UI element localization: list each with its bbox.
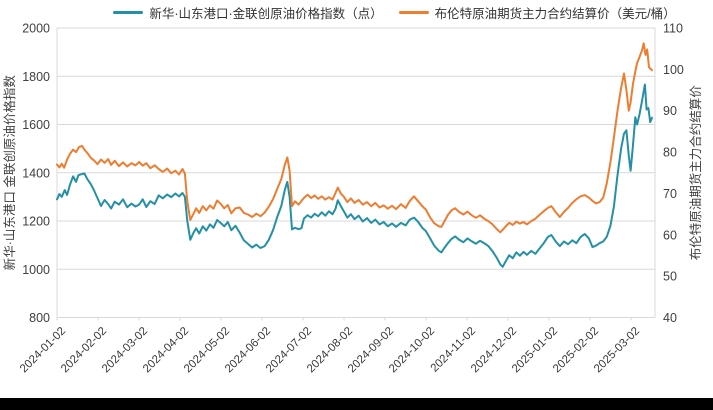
left-axis-tick-label: 1400: [22, 166, 50, 180]
left-axis-tick-label: 1000: [22, 263, 50, 277]
legend-item-index[interactable]: 新华·山东港口·金联创原油价格指数（点）: [113, 3, 383, 22]
right-axis-tick-label: 90: [663, 104, 677, 118]
left-axis-tick-label: 800: [29, 311, 50, 325]
legend-label-index: 新华·山东港口·金联创原油价格指数（点）: [149, 7, 383, 21]
left-axis-tick-label: 1200: [22, 215, 50, 229]
right-axis-tick-label: 110: [663, 22, 683, 36]
left-axis-tick-label: 2000: [22, 22, 50, 36]
bottom-black-bar: [0, 398, 713, 410]
left-axis-tick-label: 1600: [22, 118, 50, 132]
legend-label-brent: 布伦特原油期货主力合约结算价（美元/桶）: [434, 7, 676, 21]
right-axis-tick-label: 70: [663, 187, 677, 201]
right-axis-tick-label: 60: [663, 228, 677, 242]
teal-line-swatch-icon: [113, 10, 144, 15]
orange-line-swatch-icon: [398, 10, 429, 15]
right-axis-tick-label: 100: [663, 63, 684, 77]
right-axis-tick-label: 40: [663, 311, 677, 325]
legend-item-brent[interactable]: 布伦特原油期货主力合约结算价（美元/桶）: [398, 3, 676, 22]
right-axis-title: 布伦特原油期货主力合约结算价: [688, 85, 703, 261]
brent-series-line: [56, 42, 653, 234]
left-axis-title: 新华·山东港口 金联创原油价格指数: [2, 75, 17, 271]
right-axis-tick-label: 50: [663, 270, 677, 284]
left-axis-tick-label: 1800: [22, 70, 50, 84]
index-series-line: [56, 83, 653, 268]
right-axis-tick-label: 80: [663, 146, 677, 160]
chart-legend: 新华·山东港口·金联创原油价格指数（点） 布伦特原油期货主力合约结算价（美元/桶…: [38, 3, 713, 22]
